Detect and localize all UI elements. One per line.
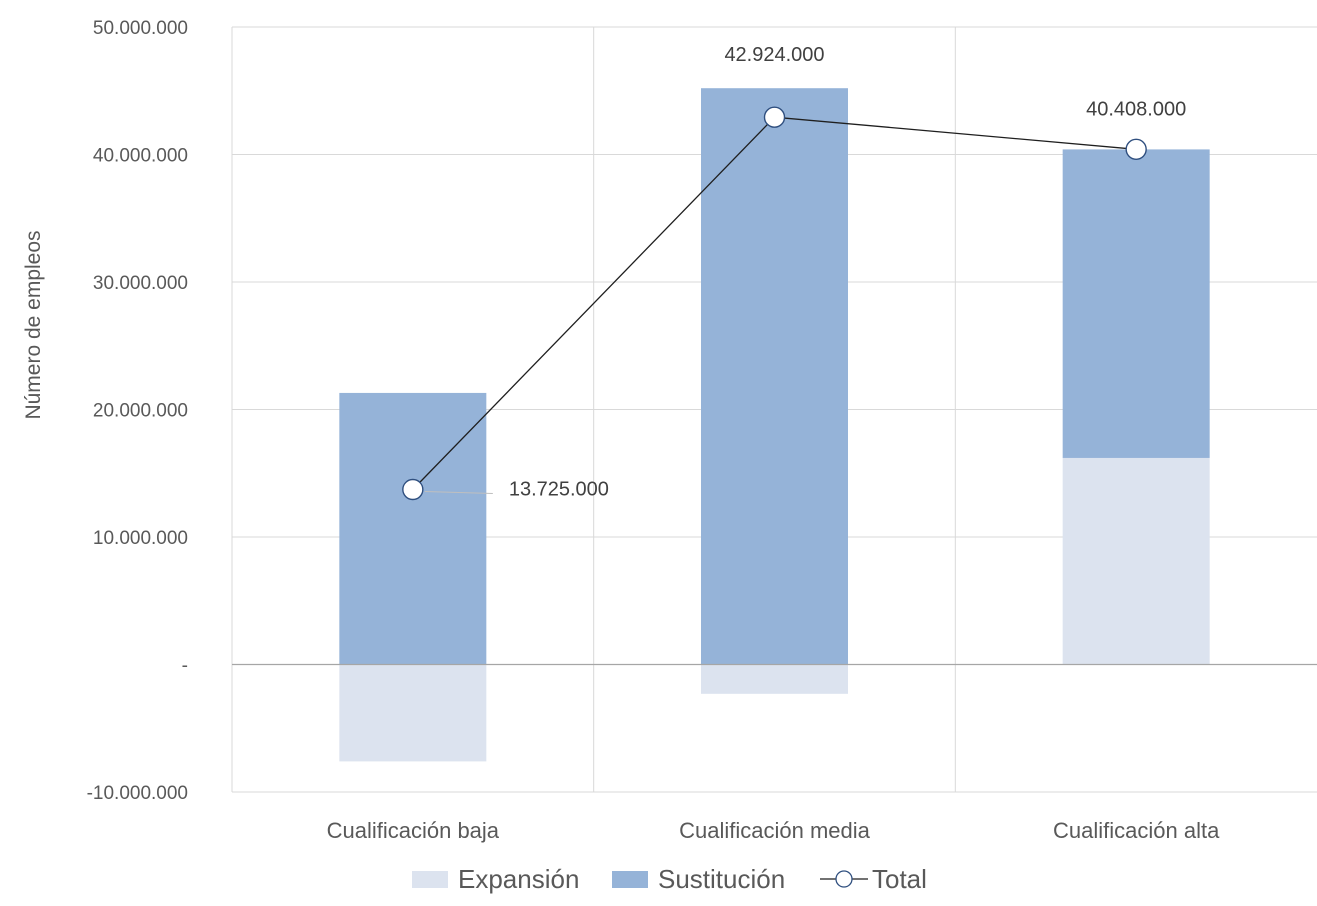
total-point-1 [402, 478, 424, 501]
total-data-label-3: 40.408.000 [1086, 98, 1186, 120]
y-tick-label: -10.000.000 [87, 783, 188, 804]
bar-expansion-1 [339, 664, 487, 762]
y-tick-label: - [182, 656, 188, 677]
x-tick-label: Cualificación baja [327, 818, 500, 843]
y-tick-label: 10.000.000 [93, 528, 188, 549]
total-data-label-2: 42.924.000 [724, 44, 824, 66]
y-axis-label: Número de empleos [22, 230, 45, 419]
y-tick-label: 50.000.000 [93, 18, 188, 39]
legend-swatch-expansion [412, 871, 448, 888]
total-point-3 [1125, 138, 1147, 160]
y-tick-label: 20.000.000 [93, 401, 188, 422]
legend-marker [835, 870, 853, 888]
total-point-2 [763, 106, 786, 128]
total-data-label-1: 13.725.000 [509, 479, 609, 501]
data-label-leader [424, 491, 493, 495]
legend: Expansión Sustitución Total [412, 864, 927, 894]
bar-expansion-2 [701, 664, 848, 694]
bar-sustitucion-1 [339, 392, 487, 665]
y-tick-label: 40.000.000 [93, 146, 188, 167]
y-tick-labels: -10.000.000-10.000.00020.000.00030.000.0… [87, 18, 188, 804]
total-line: 13.725.000 42.924.000 40.408.000 [402, 44, 1186, 501]
legend-label: Sustitución [658, 864, 785, 894]
bar-expansion-3 [1062, 457, 1210, 665]
bars [339, 88, 1210, 762]
x-tick-labels: Cualificación baja Cualificación media Cua… [327, 818, 1220, 843]
bar-sustitucion-2 [701, 88, 848, 665]
x-tick-label: Cualificación media [679, 818, 871, 843]
x-tick-label: Cualificación alta [1053, 818, 1220, 843]
legend-swatch-sustitucion [612, 871, 648, 888]
legend-label: Total [872, 864, 927, 894]
y-tick-label: 30.000.000 [93, 273, 188, 294]
legend-label: Expansión [458, 864, 579, 894]
bar-sustitucion-3 [1062, 149, 1210, 458]
